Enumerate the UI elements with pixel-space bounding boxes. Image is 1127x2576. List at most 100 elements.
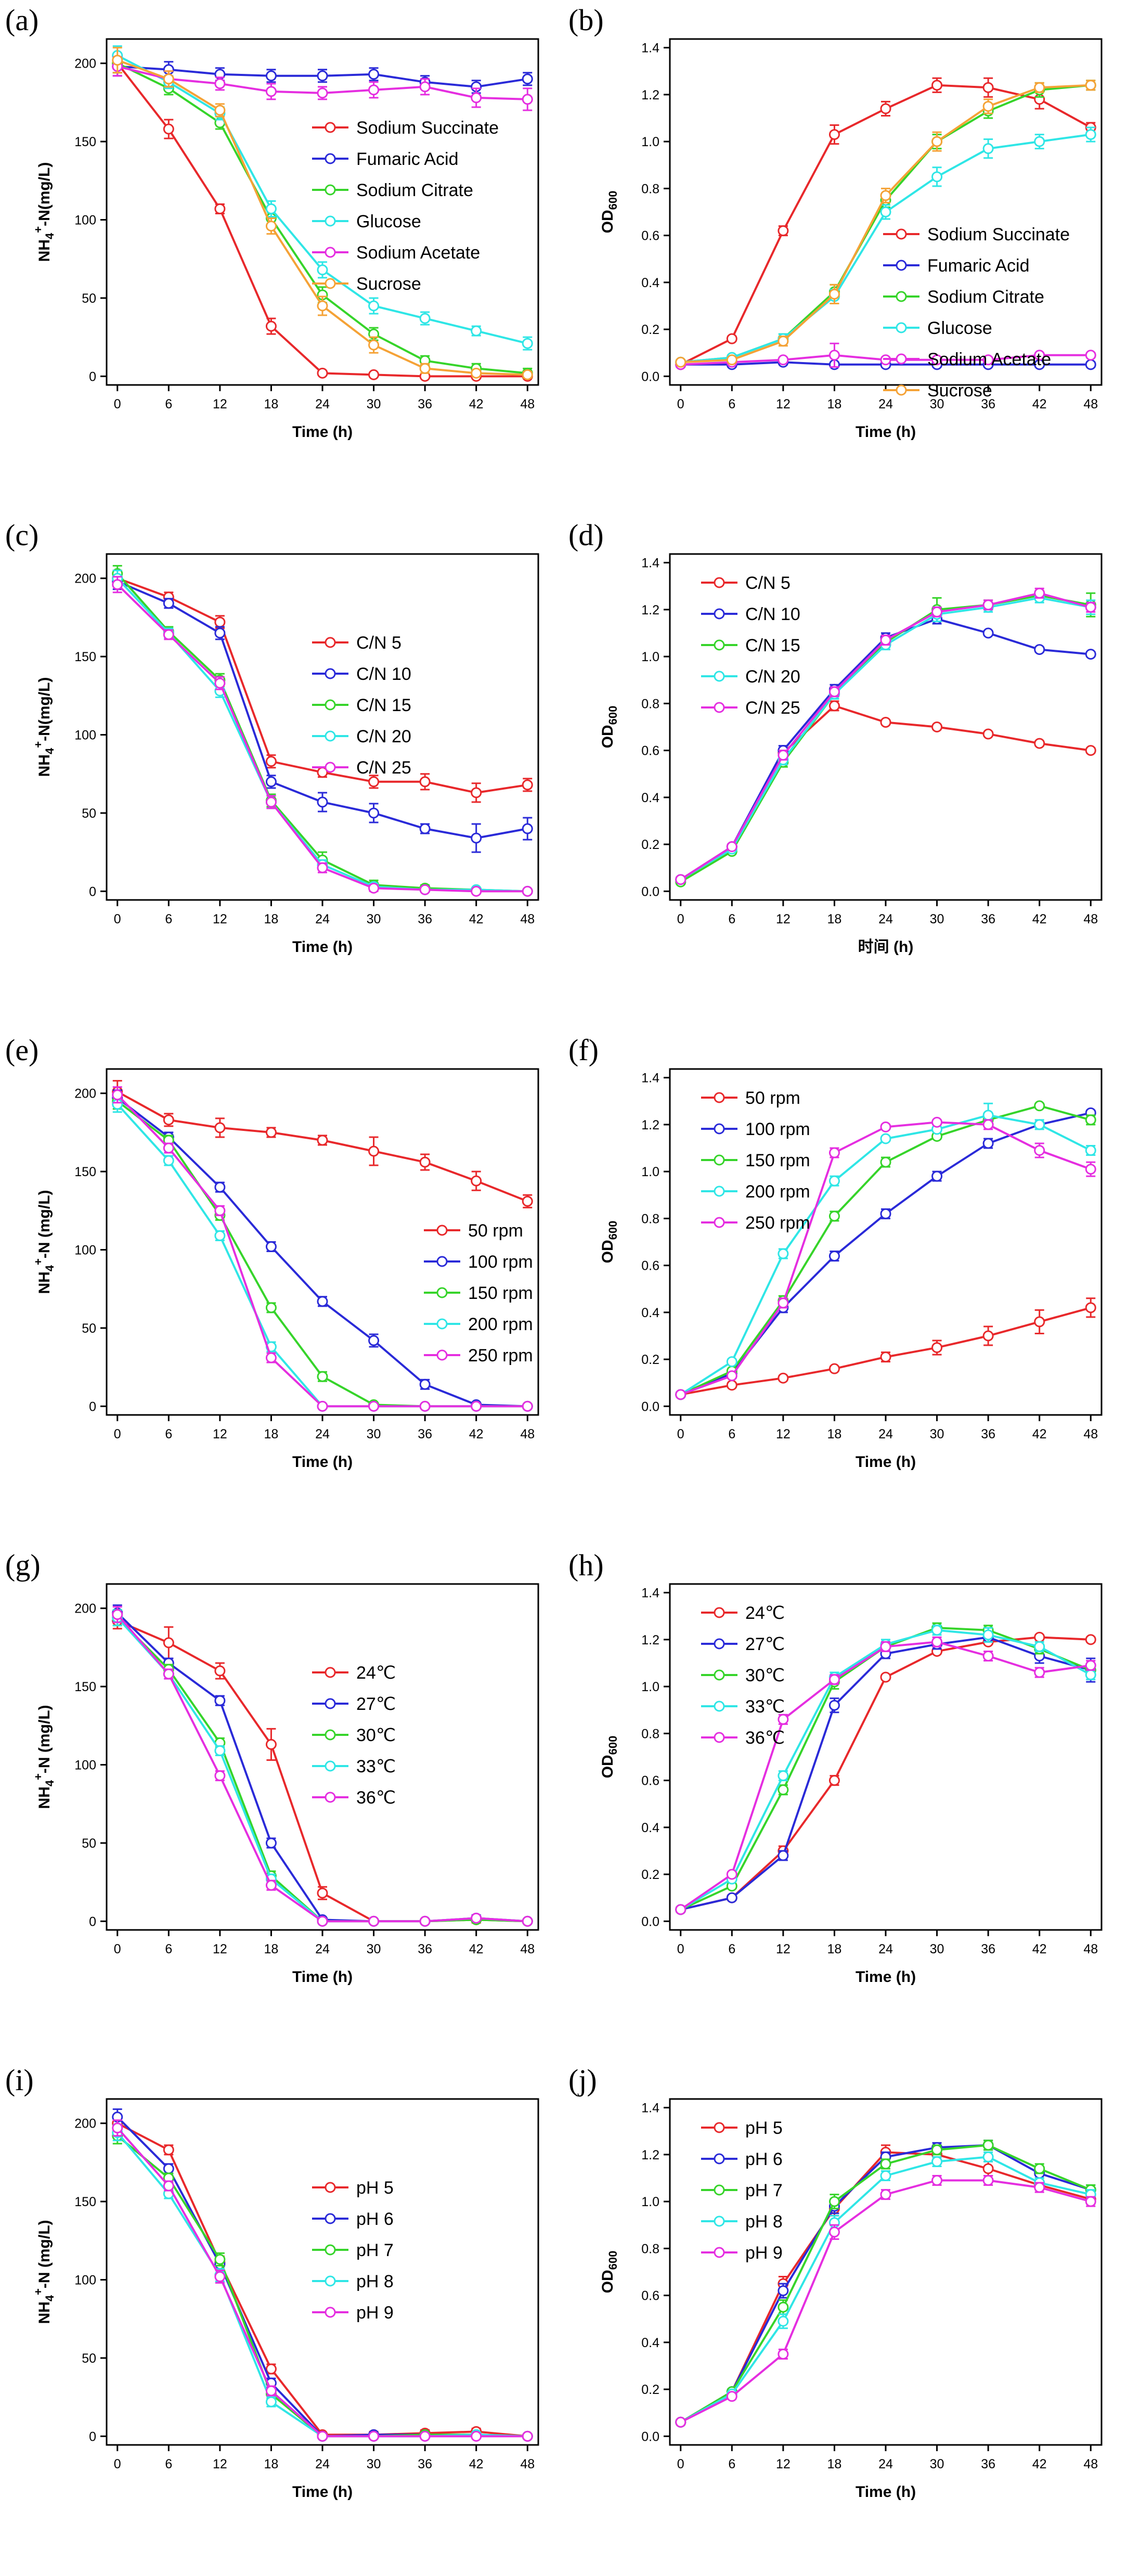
data-point xyxy=(419,81,431,93)
series-i-4 xyxy=(112,2119,533,2442)
legend-swatch-marker xyxy=(714,1154,725,1166)
x-tick-label: 24 xyxy=(878,397,893,411)
panel-label-i: (i) xyxy=(5,2063,34,2097)
x-tick-label: 24 xyxy=(315,1942,330,1956)
legend-swatch-marker xyxy=(436,1287,448,1298)
data-point xyxy=(828,1363,840,1374)
legend-label: 200 rpm xyxy=(745,1182,810,1202)
data-point xyxy=(778,2285,789,2297)
data-point xyxy=(317,1887,328,1899)
data-point xyxy=(214,616,226,628)
data-point xyxy=(471,325,482,337)
series-h-4 xyxy=(675,1636,1096,1915)
data-point xyxy=(982,143,994,154)
data-point xyxy=(778,1297,789,1309)
x-tick-label: 48 xyxy=(1083,2457,1098,2471)
x-axis-title: Time (h) xyxy=(292,1968,353,1986)
data-point xyxy=(163,2180,174,2192)
data-point xyxy=(1085,1660,1096,1671)
series-line xyxy=(680,1306,1091,1396)
legend: 50 rpm 100 rpm 150 rpm 200 rpm 250 rpm xyxy=(424,1221,533,1366)
legend-swatch-marker xyxy=(714,1123,725,1135)
y-tick-label: 0.8 xyxy=(641,1727,659,1741)
y-tick-label: 1.2 xyxy=(641,603,659,617)
data-point xyxy=(265,1352,277,1363)
data-point xyxy=(368,776,380,788)
y-tick-label: 1.4 xyxy=(641,1071,659,1086)
legend-swatch-marker xyxy=(325,1792,336,1803)
legend-swatch-marker xyxy=(714,1092,725,1103)
y-tick-label: 200 xyxy=(74,1602,96,1616)
y-tick-label: 0.0 xyxy=(641,1914,659,1929)
legend-swatch-marker xyxy=(325,637,336,648)
data-point xyxy=(317,796,328,808)
legend-label: Sodium Succinate xyxy=(927,225,1070,244)
legend-label: 250 rpm xyxy=(468,1346,533,1366)
data-point xyxy=(828,288,840,300)
data-point xyxy=(214,2271,226,2283)
data-point xyxy=(265,320,277,332)
x-tick-label: 48 xyxy=(1083,1942,1098,1956)
data-point xyxy=(982,627,994,639)
data-point xyxy=(880,2170,891,2181)
data-point xyxy=(982,1138,994,1149)
data-point xyxy=(522,94,533,105)
x-tick-label: 48 xyxy=(1083,397,1098,411)
data-point xyxy=(317,367,328,379)
x-tick-label: 30 xyxy=(930,2457,944,2471)
data-point xyxy=(1085,1164,1096,1175)
data-point xyxy=(265,70,277,82)
legend-swatch-marker xyxy=(714,1638,725,1650)
legend-label: C/N 25 xyxy=(356,758,411,778)
data-point xyxy=(522,823,533,834)
data-point xyxy=(726,1370,737,1382)
legend-label: Sodium Acetate xyxy=(356,243,480,263)
panel-label-h: (h) xyxy=(568,1548,604,1582)
legend-label: pH 9 xyxy=(745,2243,783,2263)
data-point xyxy=(471,367,482,379)
legend-label: 30℃ xyxy=(356,1725,396,1745)
data-point xyxy=(368,1915,380,1927)
legend-swatch-marker xyxy=(325,2213,336,2224)
x-tick-label: 0 xyxy=(677,2457,684,2471)
legend-swatch-marker xyxy=(325,730,336,742)
legend-label: pH 6 xyxy=(356,2209,394,2229)
data-point xyxy=(675,356,686,368)
data-point xyxy=(778,2315,789,2327)
legend-swatch-marker xyxy=(896,353,907,365)
data-point xyxy=(982,2140,994,2151)
x-axis-title: Time (h) xyxy=(292,938,353,956)
data-point xyxy=(778,1784,789,1796)
y-tick-label: 1.0 xyxy=(641,1680,659,1694)
x-axis-title: Time (h) xyxy=(856,1453,916,1471)
series-b-5 xyxy=(675,80,1096,368)
x-tick-label: 24 xyxy=(315,2457,330,2471)
x-tick-label: 0 xyxy=(114,1942,121,1956)
y-tick-label: 50 xyxy=(82,291,96,306)
x-tick-label: 18 xyxy=(264,1427,279,1441)
series-c-4 xyxy=(112,576,533,897)
y-tick-label: 100 xyxy=(74,728,96,743)
y-tick-label: 0.8 xyxy=(641,1212,659,1226)
data-point xyxy=(828,1175,840,1187)
legend-label: Sucrose xyxy=(356,274,421,294)
legend: pH 5 pH 6 pH 7 pH 8 pH 9 xyxy=(701,2118,783,2263)
data-point xyxy=(880,635,891,646)
y-tick-label: 100 xyxy=(74,2273,96,2288)
data-point xyxy=(522,1915,533,1927)
legend-label: C/N 10 xyxy=(745,604,800,624)
data-point xyxy=(982,354,994,366)
x-tick-label: 0 xyxy=(114,397,121,411)
y-tick-label: 0 xyxy=(89,1914,96,1929)
legend: pH 5 pH 6 pH 7 pH 8 pH 9 xyxy=(312,2178,394,2323)
x-axis-title: Time (h) xyxy=(292,423,353,441)
data-point xyxy=(317,1296,328,1307)
data-point xyxy=(931,2156,943,2167)
data-point xyxy=(368,369,380,380)
data-point xyxy=(112,2122,123,2134)
data-point xyxy=(931,606,943,617)
y-tick-label: 0.2 xyxy=(641,323,659,337)
legend-label: 27℃ xyxy=(745,1634,785,1654)
data-point xyxy=(880,1671,891,1683)
data-point xyxy=(265,86,277,97)
